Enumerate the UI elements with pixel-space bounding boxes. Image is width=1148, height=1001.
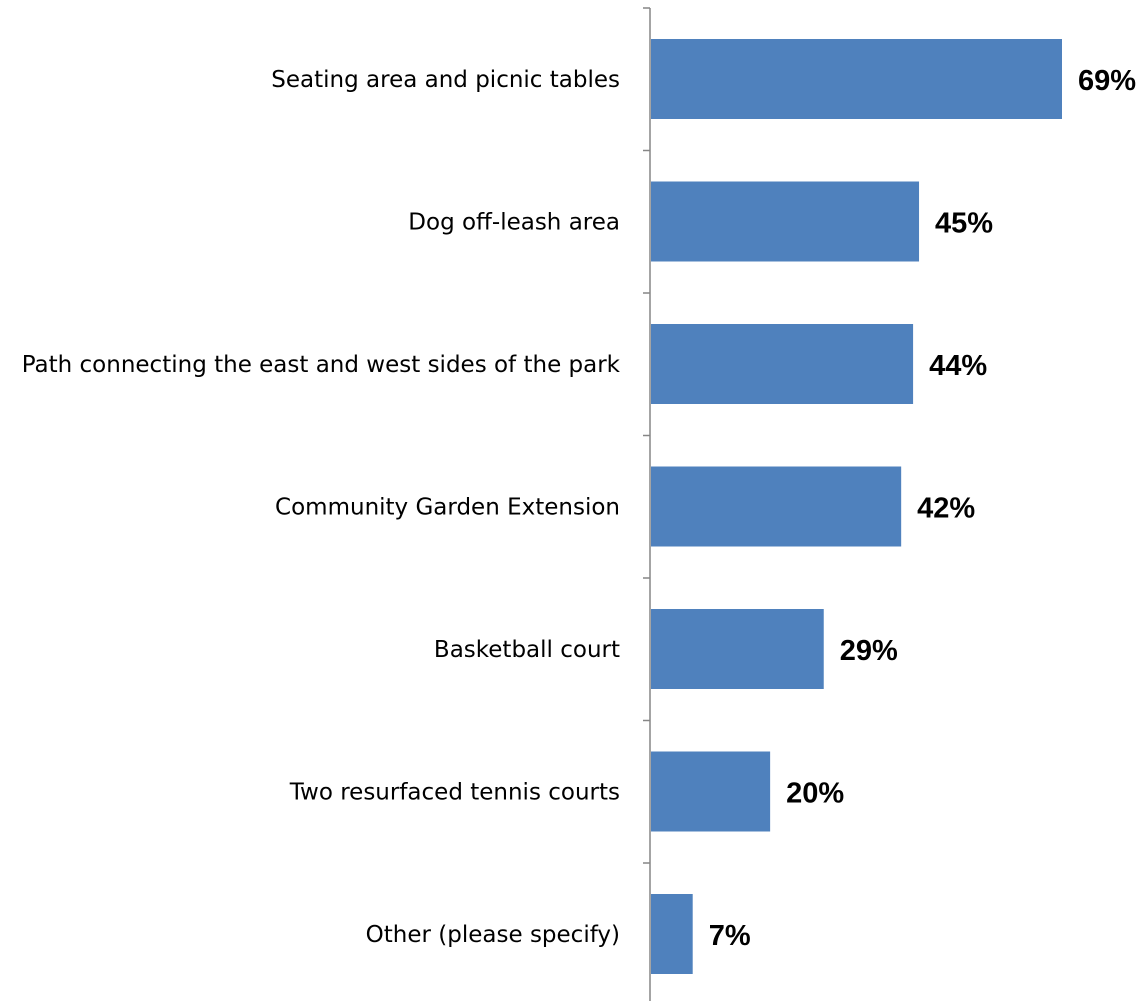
bar (651, 609, 824, 689)
bar (651, 39, 1062, 119)
data-label: 45% (935, 208, 993, 240)
bar (651, 324, 914, 404)
bar (651, 751, 771, 832)
bar (651, 894, 693, 974)
data-label: 69% (1078, 65, 1136, 97)
data-label: 20% (786, 778, 844, 810)
data-label: 44% (929, 350, 987, 382)
bars-layer (651, 39, 1062, 974)
bar (651, 466, 902, 547)
category-label: Basketball court (434, 637, 620, 663)
labels-layer: Seating area and picnic tables 69% Dog off… (22, 65, 1137, 952)
category-label: Community Garden Extension (275, 495, 620, 521)
bar (651, 181, 920, 262)
category-label: Seating area and picnic tables (271, 67, 620, 93)
category-label: Dog off-leash area (408, 210, 620, 236)
axis-layer (643, 7, 651, 1001)
category-label: Path connecting the east and west sides … (22, 352, 621, 378)
data-label: 7% (709, 920, 751, 952)
data-label: 42% (917, 493, 975, 525)
category-label: Other (please specify) (366, 922, 620, 948)
category-label: Two resurfaced tennis courts (289, 780, 620, 806)
data-label: 29% (840, 635, 898, 667)
